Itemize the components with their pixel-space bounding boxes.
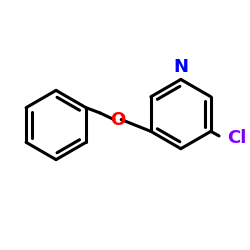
Text: O: O xyxy=(110,110,125,128)
Text: N: N xyxy=(173,58,188,76)
Text: Cl: Cl xyxy=(227,129,246,147)
